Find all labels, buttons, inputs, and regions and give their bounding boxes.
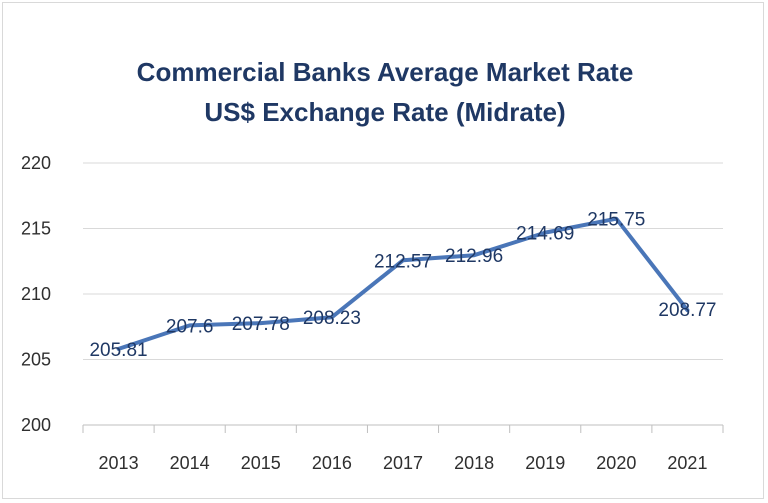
- data-point: [473, 254, 475, 256]
- data-label: 214.69: [516, 224, 574, 245]
- line-chart: Commercial Banks Average Market Rate US$…: [21, 57, 724, 473]
- data-label: 208.23: [303, 308, 361, 329]
- x-tick-label: 2017: [383, 453, 423, 473]
- x-tick-label: 2014: [170, 453, 210, 473]
- data-label: 207.6: [166, 316, 214, 337]
- gridlines: [83, 162, 723, 360]
- data-label: 215.75: [587, 210, 645, 231]
- chart-title: Commercial Banks Average Market Rate: [137, 57, 634, 87]
- data-label: 207.78: [232, 314, 290, 335]
- data-labels: 205.81 207.6 207.78 208.23 212.57 212.96 214.6…: [89, 210, 716, 361]
- data-label: 212.57: [374, 251, 432, 272]
- data-point: [544, 232, 546, 234]
- x-tick-label: 2015: [241, 453, 281, 473]
- chart-subtitle: US$ Exchange Rate (Midrate): [204, 97, 565, 127]
- data-point: [686, 309, 688, 311]
- x-axis: [82, 424, 724, 433]
- y-tick-label: 205: [21, 350, 51, 370]
- series-line-group: [116, 216, 690, 351]
- x-tick-label: 2013: [99, 453, 139, 473]
- x-tick-label: 2016: [312, 453, 352, 473]
- y-tick-label: 220: [21, 153, 51, 173]
- data-point: [402, 259, 404, 261]
- data-point: [260, 322, 262, 324]
- data-point: [118, 348, 120, 350]
- x-tick-label: 2018: [454, 453, 494, 473]
- x-axis-tick-labels: 2013 2014 2015 2016 2017 2018 2019 2020 2021: [99, 453, 708, 473]
- data-label: 208.77: [658, 300, 716, 321]
- x-tick-label: 2021: [667, 453, 707, 473]
- y-tick-label: 215: [21, 219, 51, 239]
- data-point: [615, 218, 617, 220]
- data-label: 212.96: [445, 246, 503, 267]
- y-axis-tick-labels: 200 205 210 215 220: [21, 153, 51, 435]
- data-point: [189, 324, 191, 326]
- y-tick-label: 210: [21, 284, 51, 304]
- data-label: 205.81: [89, 340, 147, 361]
- y-tick-label: 200: [21, 415, 51, 435]
- x-tick-label: 2020: [596, 453, 636, 473]
- x-tick-label: 2019: [525, 453, 565, 473]
- data-point: [331, 316, 333, 318]
